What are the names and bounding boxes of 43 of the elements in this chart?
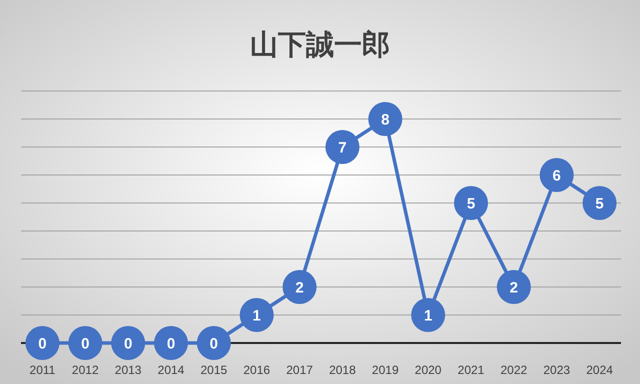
- point: [325, 130, 360, 164]
- x-tick-label: 2015: [200, 363, 228, 377]
- x-tick-label: 2022: [500, 363, 528, 377]
- data-label: 2: [510, 280, 518, 296]
- data-label: 2: [295, 280, 304, 296]
- data-label: 0: [210, 336, 218, 352]
- point: [496, 270, 531, 304]
- x-tick-label: 2014: [158, 363, 185, 377]
- data-label: 0: [166, 336, 176, 352]
- point: [196, 326, 231, 360]
- data-label: 0: [124, 336, 132, 352]
- point: [111, 326, 146, 360]
- x-tick-label: 2020: [414, 363, 442, 377]
- point: [68, 326, 102, 360]
- x-tick-label: 2024: [586, 363, 614, 377]
- data-label: 0: [81, 336, 90, 352]
- data-label: 5: [466, 196, 476, 212]
- x-tick-label: 2021: [458, 363, 485, 377]
- data-label: 0: [38, 336, 47, 352]
- point: [582, 186, 617, 220]
- point: [368, 102, 402, 136]
- data-label: 1: [252, 308, 261, 324]
- point: [25, 326, 60, 360]
- x-tick-label: 2017: [286, 363, 314, 377]
- data-label: 5: [595, 196, 604, 212]
- x-tick-label: 2011: [30, 363, 56, 377]
- x-tick-label: 2023: [543, 363, 570, 377]
- x-tick-label: 2012: [72, 363, 99, 377]
- x-tick-label: 2018: [329, 363, 356, 377]
- data-label: 1: [424, 308, 432, 324]
- point: [282, 270, 317, 304]
- point: [240, 298, 274, 332]
- point: [411, 298, 446, 332]
- data-label: 8: [381, 112, 390, 128]
- x-tick-label: 2013: [114, 363, 142, 377]
- x-tick-label: 2016: [243, 363, 270, 377]
- point: [540, 158, 574, 192]
- data-label: 7: [338, 140, 347, 156]
- x-tick-label: 2019: [372, 363, 399, 377]
- data-label: 6: [552, 168, 561, 184]
- chart-title: 山下誠一郎: [250, 29, 390, 60]
- point: [454, 186, 488, 220]
- point: [154, 326, 188, 360]
